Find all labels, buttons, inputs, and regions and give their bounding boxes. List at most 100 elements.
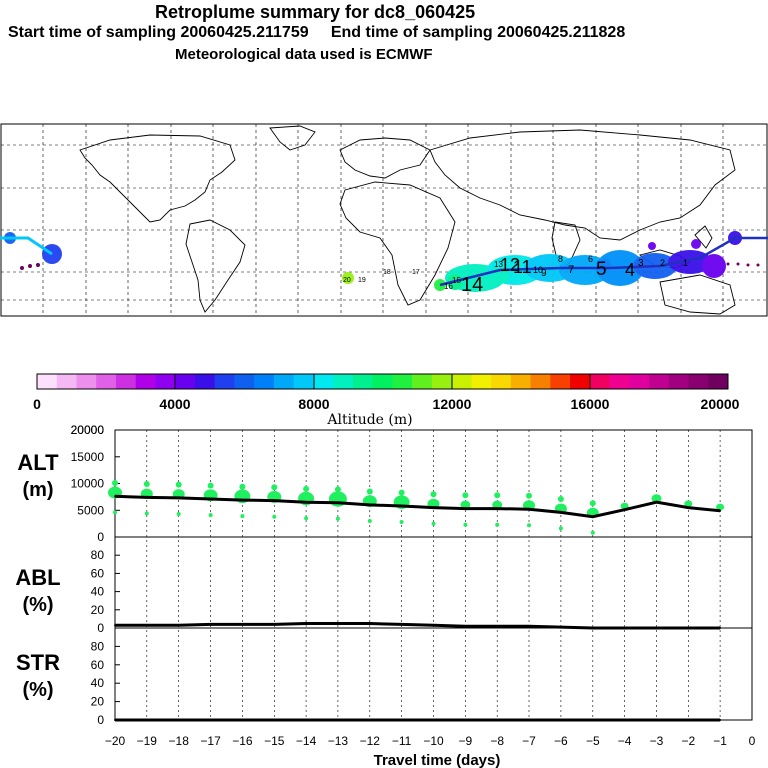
alt-point-spread bbox=[527, 523, 531, 528]
x-tick-label: −16 bbox=[232, 734, 253, 748]
series-point bbox=[655, 627, 658, 629]
colorbar-cell bbox=[135, 374, 156, 389]
series-point bbox=[400, 505, 403, 507]
series-point bbox=[400, 719, 403, 721]
colorbar-cell bbox=[175, 374, 196, 389]
y-tick-label: 80 bbox=[91, 548, 105, 562]
y-tick-label: 15000 bbox=[71, 450, 105, 464]
alt-point-spread bbox=[463, 522, 468, 527]
series-point bbox=[719, 719, 722, 721]
colorbar-cell bbox=[234, 374, 255, 389]
series-point bbox=[114, 719, 116, 721]
alt-point-spread bbox=[272, 514, 277, 519]
x-tick-label: −18 bbox=[169, 734, 190, 748]
series-point bbox=[368, 719, 371, 721]
alt-point-spread bbox=[271, 484, 278, 491]
plume-label: 5 bbox=[596, 259, 607, 280]
y-tick-label: 60 bbox=[91, 658, 105, 672]
y-tick-label: 20000 bbox=[71, 423, 105, 437]
y-tick-label: 20 bbox=[91, 695, 105, 709]
series-point bbox=[496, 625, 499, 628]
colorbar-cell bbox=[313, 374, 334, 389]
colorbar-cell bbox=[530, 374, 551, 389]
x-tick-label: 0 bbox=[749, 734, 756, 748]
series-point bbox=[209, 623, 212, 626]
colorbar-cell bbox=[510, 374, 532, 389]
colorbar-label: Altitude (m) bbox=[326, 412, 412, 428]
plume-label: 11 bbox=[513, 257, 532, 277]
series-point bbox=[655, 719, 658, 721]
alt-point-spread bbox=[208, 513, 213, 518]
alt-point-spread bbox=[335, 516, 340, 521]
plume-label: 6 bbox=[588, 254, 593, 264]
series-point bbox=[528, 625, 530, 628]
met-data-note: Meteorological data used is ECMWF bbox=[175, 46, 433, 63]
alt-point-spread bbox=[334, 486, 341, 493]
y-tick-label: 80 bbox=[91, 639, 105, 653]
colorbar-cell bbox=[155, 374, 176, 389]
colorbar-cell bbox=[471, 374, 492, 389]
colorbar-cell bbox=[688, 374, 709, 389]
series-point bbox=[655, 501, 658, 504]
x-tick-label: −5 bbox=[586, 734, 600, 748]
series-point bbox=[687, 506, 690, 509]
plume-label: 17 bbox=[412, 269, 420, 276]
x-tick-label: −2 bbox=[681, 734, 695, 748]
series-point bbox=[719, 627, 722, 629]
x-tick-label: −14 bbox=[296, 734, 317, 748]
panel-label: ALT bbox=[17, 450, 59, 475]
alt-point-spread bbox=[207, 482, 214, 489]
plume-label: 1 bbox=[683, 258, 688, 268]
alt-series-line bbox=[114, 494, 721, 519]
y-tick-label: 20000 bbox=[71, 423, 105, 437]
series-point bbox=[336, 622, 339, 625]
colorbar-cell bbox=[214, 374, 235, 389]
series-point bbox=[273, 623, 276, 626]
series-point bbox=[559, 511, 562, 514]
chart-title: Retroplume summary for dc8_060425 bbox=[155, 2, 476, 22]
colorbar-cell bbox=[451, 374, 472, 389]
series-point bbox=[305, 719, 308, 721]
panel-label: ABL bbox=[15, 565, 60, 590]
colorbar-cell bbox=[570, 374, 591, 389]
x-tick-label: −1 bbox=[713, 734, 727, 748]
plume-label: 15 bbox=[452, 276, 461, 285]
plume-label: 19 bbox=[358, 277, 366, 284]
colorbar-cell bbox=[352, 374, 374, 389]
colorbar-cell bbox=[115, 374, 137, 389]
x-tick-label: −7 bbox=[522, 734, 536, 748]
alt-point-spread bbox=[558, 526, 563, 531]
colorbar-tick-20000: 20000 bbox=[701, 396, 740, 412]
colorbar-cell bbox=[96, 374, 117, 389]
colorbar-cell bbox=[333, 374, 354, 389]
colorbar-cell bbox=[56, 374, 77, 389]
series-point bbox=[273, 719, 276, 721]
x-tick-label: −8 bbox=[490, 734, 504, 748]
x-tick-label: −19 bbox=[137, 734, 158, 748]
series-point bbox=[591, 719, 594, 721]
series-point bbox=[528, 719, 530, 721]
colorbar-cell bbox=[37, 374, 58, 389]
map-frame bbox=[0, 123, 768, 317]
alt-point-spread bbox=[716, 503, 725, 511]
colorbar-tick-0: 0 bbox=[33, 396, 41, 412]
series-point bbox=[496, 507, 499, 510]
series-point bbox=[432, 719, 435, 721]
x-tick-label: −13 bbox=[328, 734, 349, 748]
colorbar-frame bbox=[36, 373, 729, 390]
colorbar-cell bbox=[293, 374, 314, 389]
altitude-colorbar: 0 4000 8000 12000 16000 20000 Altitude (… bbox=[33, 373, 740, 428]
plume-label: 20 bbox=[343, 277, 351, 284]
alt-point-spread bbox=[399, 520, 404, 524]
alt-point-spread bbox=[590, 530, 595, 535]
series-point bbox=[464, 507, 467, 510]
y-tick-label: 0 bbox=[97, 530, 104, 544]
series-point bbox=[177, 624, 180, 627]
y-tick-label: 10000 bbox=[71, 477, 105, 491]
x-tick-label: −9 bbox=[459, 734, 473, 748]
series-point bbox=[559, 626, 562, 629]
alt-point-spread bbox=[431, 521, 436, 526]
series-point bbox=[368, 622, 371, 625]
